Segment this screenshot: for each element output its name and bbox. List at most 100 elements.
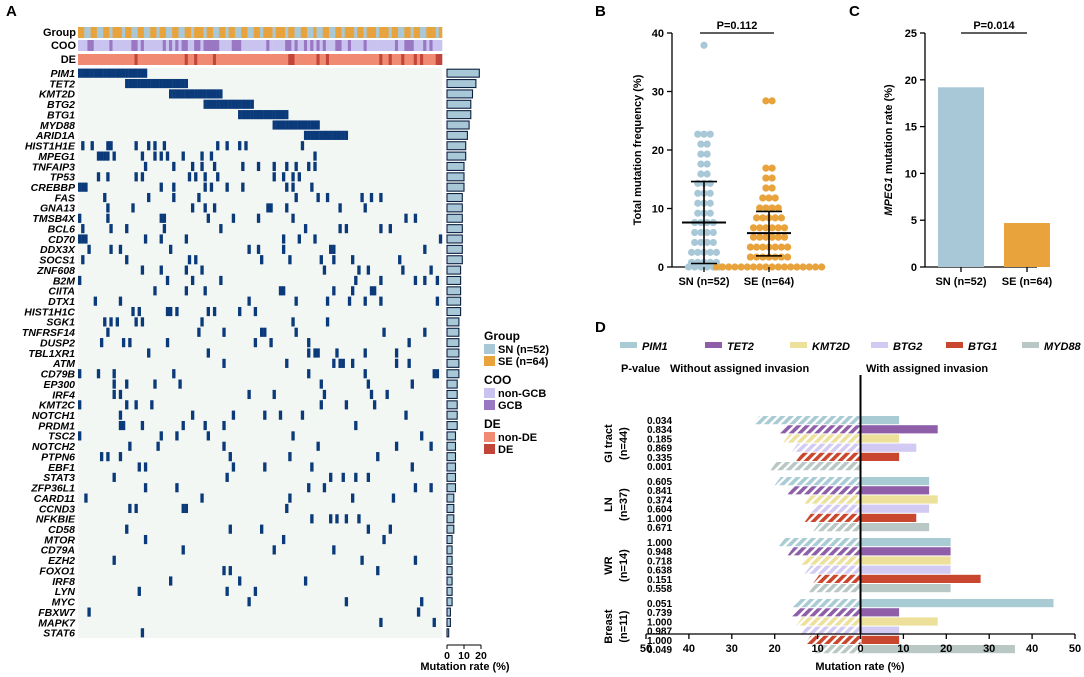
group-cell [366, 27, 371, 38]
mutation-cells [78, 68, 443, 638]
de-cell [363, 54, 367, 65]
mutation-cell [128, 338, 132, 348]
mutation-cell [238, 306, 242, 317]
b-dot [703, 150, 711, 158]
mutation-cell [382, 534, 386, 545]
d-pvalue-header: P-value [621, 363, 660, 375]
d-pvalue: 0.869 [647, 444, 672, 455]
rate-tick-label: 10 [458, 650, 470, 662]
coo-cell [347, 40, 352, 51]
track-title-group: Group [43, 27, 76, 39]
mutation-cell [200, 493, 204, 503]
group-cell [137, 27, 142, 38]
mutation-cell [363, 296, 367, 306]
de-cell [404, 54, 408, 65]
mutation-cell [388, 224, 392, 234]
mutation-cell [394, 358, 399, 368]
b-dot [749, 224, 758, 232]
mutation-cell [394, 441, 399, 451]
coo-cell [316, 40, 320, 51]
mutation-cell [181, 78, 185, 89]
coo-cell [96, 40, 101, 51]
mutation-cell [190, 410, 195, 420]
mutation-cell [200, 89, 204, 99]
group-cell [260, 27, 264, 38]
de-cell [322, 54, 327, 65]
group-cell [329, 27, 333, 38]
mutation-cell [156, 78, 160, 89]
group-cell [234, 27, 239, 38]
mutation-rate-bar [446, 369, 460, 379]
gene-label: ATM [52, 358, 75, 370]
mutation-cell [84, 493, 88, 503]
b-y-tick-label: 0 [658, 262, 664, 274]
c-p-value: P=0.014 [973, 20, 1015, 32]
mutation-rate-bar [446, 68, 480, 78]
mutation-cell [288, 120, 292, 130]
coo-cell [178, 40, 182, 51]
mutation-rate-bars [446, 68, 480, 638]
mutation-cell [272, 120, 276, 130]
mutation-cell [432, 369, 436, 379]
mutation-cell [90, 68, 94, 78]
mutation-rate-bar [446, 389, 458, 399]
group-cell [131, 27, 135, 38]
mutation-rate-bar [446, 130, 468, 140]
mutation-cell [238, 110, 242, 120]
mutation-cell [78, 213, 82, 223]
de-cell [256, 54, 261, 65]
d-legend-label: PIM1 [642, 341, 668, 353]
group-cell [178, 27, 182, 38]
d-right-header: With assigned invasion [866, 363, 988, 375]
coo-cell [153, 40, 157, 51]
mutation-cell [319, 400, 323, 410]
mutation-cell [231, 462, 236, 472]
coo-cell [256, 40, 261, 51]
mutation-cell [121, 420, 126, 431]
mutation-cell [332, 545, 336, 555]
mutation-cell [338, 358, 342, 368]
d-x-tick-label: 0 [857, 643, 863, 655]
mutation-cell [159, 151, 163, 161]
mutation-cell [260, 255, 264, 265]
coo-cell [203, 40, 207, 51]
d-legend-swatch [790, 342, 807, 348]
mutation-cell [194, 172, 198, 182]
coo-cell [137, 40, 142, 51]
mutation-cell [112, 151, 116, 161]
group-cell [99, 27, 104, 38]
mutation-cell [143, 483, 148, 493]
mutation-cell [407, 358, 411, 368]
d-legend-swatch [1022, 342, 1039, 348]
mutation-cell [269, 110, 273, 120]
coo-cell [398, 40, 402, 51]
coo-cell [99, 40, 104, 51]
de-cell [369, 54, 374, 65]
mutation-cell [253, 586, 258, 596]
d-bar-without [753, 416, 861, 425]
d-pvalue: 0.185 [647, 434, 672, 445]
coo-cell [338, 40, 342, 51]
mutation-cell [291, 317, 295, 327]
coo-cell [325, 40, 330, 51]
de-cell [272, 54, 276, 65]
mutation-cell [278, 110, 283, 120]
mutation-cell [140, 68, 145, 78]
d-legend-swatch [871, 342, 888, 348]
coo-cell [404, 40, 408, 51]
mutation-cell [225, 586, 229, 596]
d-legend-label: TET2 [727, 341, 754, 353]
d-bar-with [861, 626, 900, 635]
coo-cell [84, 40, 88, 51]
group-cell [325, 27, 330, 38]
mutation-cell [225, 182, 229, 192]
b-dot [706, 209, 714, 217]
mutation-cell [178, 78, 182, 89]
b-dot [762, 263, 770, 271]
mutation-cell [153, 379, 157, 389]
gene-label: BTG2 [47, 99, 75, 111]
gene-label: KMT2D [39, 89, 76, 101]
group-cell [222, 27, 226, 38]
mutation-rate-bar [446, 286, 462, 296]
mutation-cell [363, 348, 367, 358]
